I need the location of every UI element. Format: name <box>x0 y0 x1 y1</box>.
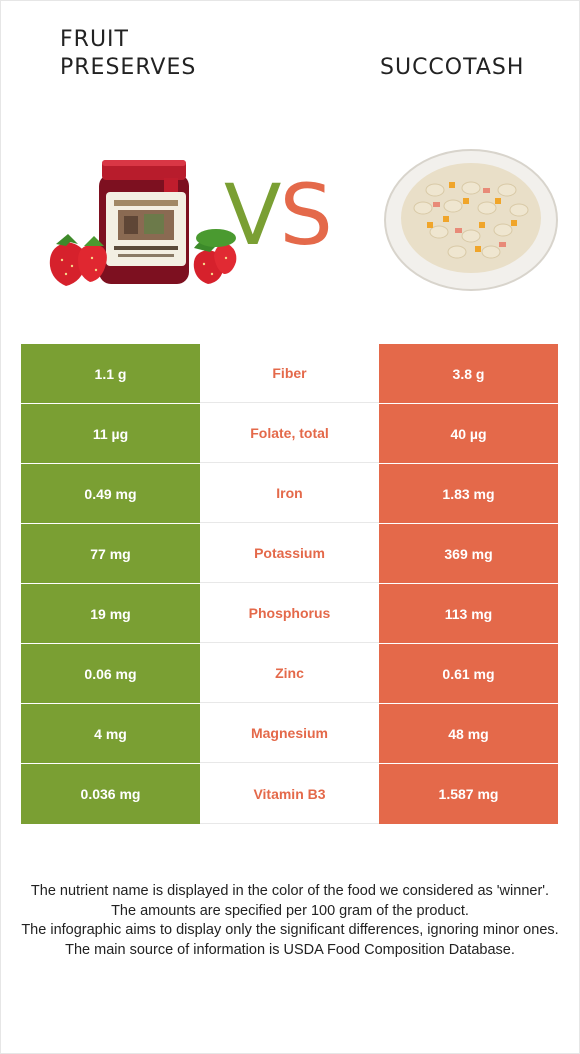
succotash-image <box>383 148 560 292</box>
table-row: 77 mg Potassium 369 mg <box>21 524 558 584</box>
left-value: 77 mg <box>21 524 200 583</box>
nutrient-name: Folate, total <box>200 404 379 463</box>
nutrient-name: Zinc <box>200 644 379 703</box>
right-value: 40 µg <box>379 404 558 463</box>
right-food-title: Succotash <box>380 55 525 80</box>
footer-line: The nutrient name is displayed in the co… <box>30 883 550 899</box>
footer-line: The amounts are specified per 100 gram o… <box>111 902 469 919</box>
table-row: 19 mg Phosphorus 113 mg <box>21 584 558 644</box>
right-value: 113 mg <box>379 584 558 643</box>
nutrient-comparison-table: 1.1 g Fiber 3.8 g 11 µg Folate, total 40… <box>21 344 558 824</box>
table-row: 0.036 mg Vitamin B3 1.587 mg <box>21 764 558 824</box>
left-value: 1.1 g <box>21 344 200 403</box>
table-row: 11 µg Folate, total 40 µg <box>21 404 558 464</box>
table-row: 0.49 mg Iron 1.83 mg <box>21 464 558 524</box>
right-value: 1.587 mg <box>379 764 558 824</box>
nutrient-name: Iron <box>200 464 379 523</box>
table-row: 1.1 g Fiber 3.8 g <box>21 344 558 404</box>
right-value: 1.83 mg <box>379 464 558 523</box>
left-value: 0.036 mg <box>21 764 200 824</box>
left-value: 11 µg <box>21 404 200 463</box>
table-row: 0.06 mg Zinc 0.61 mg <box>21 644 558 704</box>
vs-v: V <box>224 166 281 264</box>
left-value: 0.06 mg <box>21 644 200 703</box>
footer-line: The infographic aims to display only the… <box>21 922 559 938</box>
left-value: 19 mg <box>21 584 200 643</box>
right-value: 3.8 g <box>379 344 558 403</box>
nutrient-name: Vitamin B3 <box>200 764 379 824</box>
nutrient-name: Magnesium <box>200 704 379 763</box>
footer-line: The main source of information is USDA F… <box>65 941 515 958</box>
right-value: 48 mg <box>379 704 558 763</box>
right-value: 369 mg <box>379 524 558 583</box>
left-value: 4 mg <box>21 704 200 763</box>
nutrient-name: Phosphorus <box>200 584 379 643</box>
succotash-plate-icon <box>384 149 558 291</box>
vs-label: VS <box>224 170 354 260</box>
right-value: 0.61 mg <box>379 644 558 703</box>
table-row: 4 mg Magnesium 48 mg <box>21 704 558 764</box>
jam-jar-icon <box>49 160 237 286</box>
vs-s: S <box>279 166 332 264</box>
left-food-title: Fruit preserves <box>60 27 197 80</box>
nutrient-name: Fiber <box>200 344 379 403</box>
fruit-preserves-image <box>44 148 239 288</box>
nutrient-name: Potassium <box>200 524 379 583</box>
footer-notes: The nutrient name is displayed in the co… <box>20 882 560 960</box>
left-value: 0.49 mg <box>21 464 200 523</box>
